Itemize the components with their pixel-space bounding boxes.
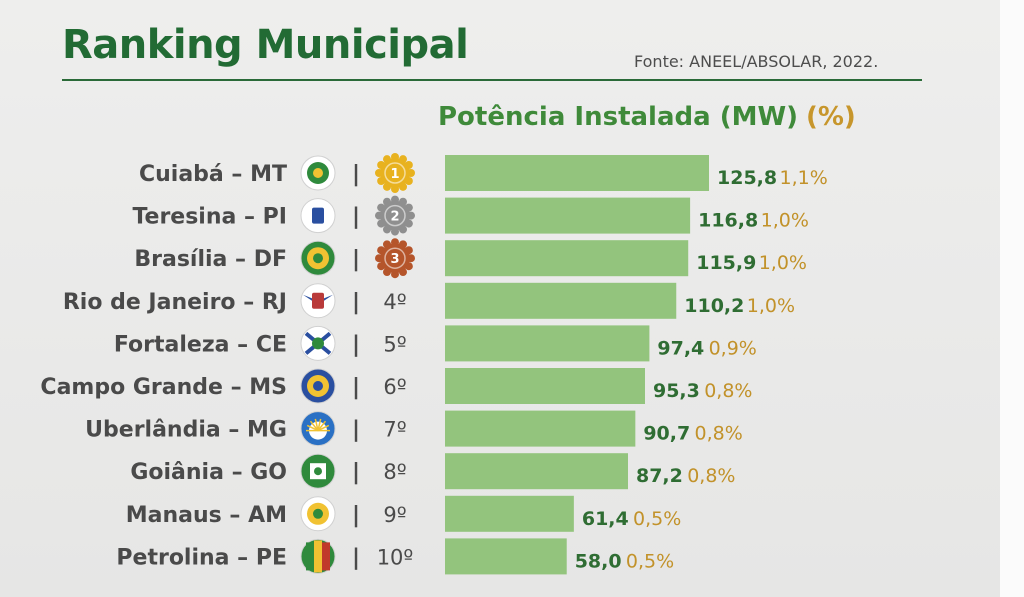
- bar: [445, 538, 567, 575]
- rank-label: 10º: [377, 545, 414, 569]
- campo-grande-flag-icon: [300, 368, 336, 404]
- bar: [445, 368, 645, 404]
- rank-separator: |: [352, 247, 360, 272]
- bar: [445, 495, 574, 532]
- value-label: 115,9: [696, 252, 756, 274]
- rank-label: 3: [390, 252, 399, 267]
- cuiaba-flag-icon: [300, 155, 336, 191]
- value-label: 58,0: [575, 550, 622, 572]
- rank-label: 4º: [383, 290, 406, 314]
- title-divider: [62, 79, 922, 81]
- rank-separator: |: [352, 162, 360, 187]
- brasilia-flag-icon: [300, 240, 336, 276]
- bar: [445, 197, 691, 234]
- percent-label: 0,9%: [709, 337, 757, 359]
- rank-label: 2: [390, 210, 399, 225]
- percent-header: (%): [806, 102, 856, 132]
- value-label: 97,4: [657, 337, 704, 359]
- manaus-flag-icon: [300, 496, 336, 532]
- bar: [445, 240, 689, 277]
- rank-separator: |: [352, 503, 360, 528]
- bar: [445, 453, 628, 490]
- city-label: Brasília – DF: [134, 247, 287, 272]
- silver-medal-icon: [375, 195, 415, 236]
- value-label: 125,8: [717, 167, 777, 189]
- page-title: Ranking Municipal: [62, 22, 469, 68]
- petrolina-flag-icon: [300, 538, 336, 574]
- rank-label: 9º: [383, 503, 406, 527]
- value-label: 110,2: [684, 295, 744, 317]
- city-label: Manaus – AM: [126, 503, 287, 528]
- rank-label: 8º: [383, 460, 406, 484]
- city-label: Teresina – PI: [132, 205, 287, 230]
- percent-label: 0,8%: [704, 380, 752, 402]
- rank-label: 5º: [383, 332, 406, 356]
- percent-label: 0,5%: [626, 550, 674, 572]
- column-header: Potência Instalada (MW): [438, 102, 799, 132]
- percent-label: 1,0%: [759, 252, 807, 274]
- goiania-flag-icon: [300, 453, 336, 489]
- page-margin: [1000, 0, 1024, 597]
- bar: [445, 282, 677, 319]
- bar: [445, 325, 650, 362]
- uberlandia-flag-icon: [300, 411, 336, 447]
- teresina-flag-icon: [300, 198, 336, 234]
- percent-label: 0,8%: [687, 465, 735, 487]
- rank-separator: |: [352, 205, 360, 230]
- rank-separator: |: [352, 290, 360, 315]
- rank-separator: |: [352, 545, 360, 570]
- rank-label: 7º: [383, 418, 406, 442]
- city-label: Uberlândia – MG: [85, 418, 287, 443]
- bronze-medal-icon: [375, 238, 415, 279]
- percent-label: 0,8%: [695, 423, 743, 445]
- value-label: 116,8: [698, 210, 758, 232]
- percent-label: 1,1%: [780, 167, 828, 189]
- bar: [445, 155, 709, 191]
- bar: [445, 410, 636, 447]
- percent-label: 1,0%: [761, 210, 809, 232]
- rank-label: 6º: [383, 375, 406, 399]
- percent-label: 0,5%: [633, 508, 681, 530]
- rio-de-janeiro-flag-icon: [300, 283, 336, 319]
- city-label: Fortaleza – CE: [114, 332, 287, 357]
- city-label: Goiânia – GO: [130, 460, 287, 485]
- rank-separator: |: [352, 332, 360, 357]
- city-label: Cuiabá – MT: [139, 162, 287, 187]
- rank-separator: |: [352, 375, 360, 400]
- value-label: 61,4: [582, 508, 629, 530]
- ranking-bar-chart: Cuiabá – MT | 1 125,8 1,1% Teresina – PI | 2 116…: [40, 153, 828, 575]
- value-label: 95,3: [653, 380, 700, 402]
- gold-medal-icon: [375, 153, 415, 193]
- rank-separator: |: [352, 460, 360, 485]
- city-label: Campo Grande – MS: [40, 375, 287, 400]
- rank-label: 1: [390, 167, 399, 182]
- value-label: 87,2: [636, 465, 683, 487]
- city-label: Rio de Janeiro – RJ: [63, 290, 287, 315]
- city-label: Petrolina – PE: [116, 545, 287, 570]
- fortaleza-flag-icon: [300, 325, 336, 361]
- rank-separator: |: [352, 418, 360, 443]
- source-note: Fonte: ANEEL/ABSOLAR, 2022.: [634, 52, 879, 71]
- percent-label: 1,0%: [747, 295, 795, 317]
- value-label: 90,7: [643, 423, 690, 445]
